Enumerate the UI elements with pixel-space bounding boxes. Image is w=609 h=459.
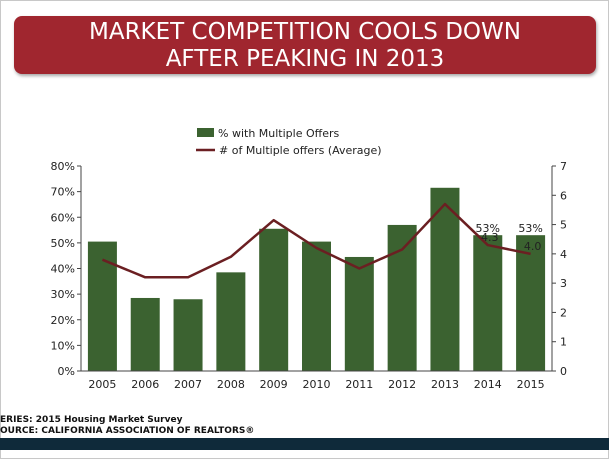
footer-source-text: OURCE: CALIFORNIA ASSOCIATION OF REALTOR… bbox=[0, 426, 255, 436]
bar-2013 bbox=[430, 187, 460, 371]
x-tick-label: 2006 bbox=[131, 378, 159, 391]
legend-label-bars: % with Multiple Offers bbox=[218, 127, 340, 140]
x-tick-label: 2014 bbox=[474, 378, 502, 391]
bar-data-label-2015: 53% bbox=[518, 222, 542, 235]
bar-2006 bbox=[130, 297, 160, 371]
x-tick-label: 2010 bbox=[303, 378, 331, 391]
bar-2014 bbox=[473, 235, 503, 371]
left-axis-tick-label: 70% bbox=[51, 186, 75, 199]
title-line-1: MARKET COMPETITION COOLS DOWN bbox=[89, 19, 521, 45]
x-tick-label: 2005 bbox=[88, 378, 116, 391]
x-tick-label: 2012 bbox=[388, 378, 416, 391]
x-tick-label: 2007 bbox=[174, 378, 202, 391]
right-axis-tick-label: 4 bbox=[560, 248, 567, 261]
left-axis-tick-label: 50% bbox=[51, 237, 75, 250]
left-axis-tick-label: 20% bbox=[51, 314, 75, 327]
bar-2008 bbox=[216, 272, 246, 371]
left-axis-tick-label: 30% bbox=[51, 288, 75, 301]
title-banner: MARKET COMPETITION COOLS DOWN AFTER PEAK… bbox=[14, 16, 596, 74]
bar-2009 bbox=[259, 228, 289, 371]
left-axis-tick-label: 0% bbox=[58, 365, 75, 378]
right-axis-tick-label: 1 bbox=[560, 336, 567, 349]
left-axis-tick-label: 10% bbox=[51, 339, 75, 352]
x-tick-label: 2008 bbox=[217, 378, 245, 391]
footer-series-text: ERIES: 2015 Housing Market Survey bbox=[0, 415, 183, 425]
legend-label-line: # of Multiple offers (Average) bbox=[219, 144, 382, 157]
right-axis-tick-label: 3 bbox=[560, 277, 567, 290]
right-axis-tick-label: 6 bbox=[560, 189, 567, 202]
right-axis-tick-label: 7 bbox=[560, 160, 567, 173]
footer-bar bbox=[0, 438, 609, 450]
left-axis-tick-label: 80% bbox=[51, 160, 75, 173]
bar-2011 bbox=[344, 256, 374, 371]
right-axis-tick-label: 0 bbox=[560, 365, 567, 378]
title-line-2: AFTER PEAKING IN 2013 bbox=[165, 46, 445, 72]
combo-chart: % with Multiple Offers # of Multiple offe… bbox=[51, 127, 567, 391]
line-data-label-2014: 4.3 bbox=[481, 231, 499, 244]
left-axis-tick-label: 60% bbox=[51, 211, 75, 224]
bar-2010 bbox=[302, 241, 331, 371]
right-axis-tick-label: 5 bbox=[560, 219, 567, 232]
bar-2007 bbox=[173, 299, 203, 371]
line-data-label-2015: 4.0 bbox=[524, 240, 542, 253]
line-series-average-offers bbox=[101, 202, 531, 279]
x-tick-label: 2009 bbox=[260, 378, 288, 391]
left-axis-tick-label: 40% bbox=[51, 263, 75, 276]
legend-swatch-bars bbox=[197, 128, 214, 137]
x-tick-label: 2011 bbox=[345, 378, 373, 391]
bar-data-label-2014: 53% bbox=[476, 222, 500, 235]
right-axis-tick-label: 2 bbox=[560, 306, 567, 319]
x-tick-label: 2013 bbox=[431, 378, 459, 391]
x-tick-label: 2015 bbox=[517, 378, 545, 391]
bar-2012 bbox=[387, 224, 417, 371]
bar-2015 bbox=[516, 235, 546, 371]
